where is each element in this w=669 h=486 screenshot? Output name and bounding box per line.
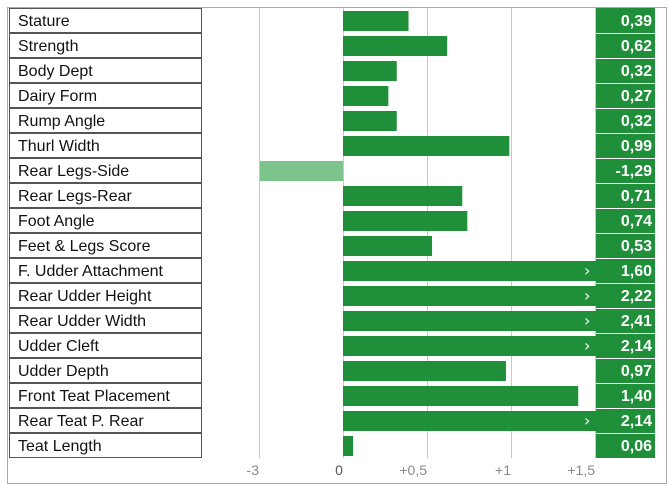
- bar: [343, 36, 448, 56]
- row-label-cell: [9, 233, 202, 258]
- value-label: 2,22: [621, 288, 652, 305]
- overflow-chevron-icon: ›: [584, 311, 590, 330]
- value-label: 0,27: [621, 88, 652, 105]
- value-label: 1,60: [621, 263, 652, 280]
- row-label: Dairy Form: [18, 88, 97, 105]
- row-label: Rear Legs-Side: [18, 163, 129, 180]
- row-label: Stature: [18, 13, 70, 30]
- row-label-cell: [9, 33, 202, 58]
- value-labels: 0,39 0,62 0,32 0,27 0,32 0,99 -1,29 0,71 0,74 0,5…: [596, 8, 655, 458]
- value-label: 0,32: [621, 63, 652, 80]
- row-label-cell: [9, 208, 202, 233]
- bar: [343, 61, 397, 81]
- row-label-cell: [9, 433, 202, 458]
- value-label: 2,14: [621, 338, 652, 355]
- x-tick-label: -3: [247, 462, 260, 478]
- row-label-cell: [9, 58, 202, 83]
- bar: [343, 11, 409, 31]
- bar: [343, 236, 433, 256]
- bar: [343, 386, 579, 406]
- x-axis-ticks: -3 0 +0,5 +1 +1,5: [247, 462, 596, 478]
- value-label: 2,14: [621, 413, 652, 430]
- row-label: Feet & Legs Score: [18, 238, 151, 255]
- value-label: 0,74: [621, 213, 652, 230]
- value-label: 0,32: [621, 113, 652, 130]
- row-label: Strength: [18, 38, 78, 55]
- row-label-cell: [9, 383, 202, 408]
- value-label: 1,40: [621, 388, 652, 405]
- overflow-chevron-icon: ›: [584, 336, 590, 355]
- row-label: Foot Angle: [18, 213, 95, 230]
- row-label-cell: [9, 358, 202, 383]
- x-tick-label: 0: [335, 462, 343, 478]
- overflow-chevron-icon: ›: [584, 286, 590, 305]
- row-label-cell: [9, 108, 202, 133]
- row-label: Teat Length: [18, 438, 102, 455]
- value-label: 0,39: [621, 13, 652, 30]
- overflow-chevron-icon: ›: [584, 261, 590, 280]
- row-label-cell: [9, 83, 202, 108]
- x-tick-label: +1: [495, 462, 511, 478]
- row-label-cell: [9, 133, 202, 158]
- bar: [343, 311, 596, 331]
- bar: [343, 136, 510, 156]
- bar: [343, 411, 596, 431]
- gridlines: [259, 8, 596, 458]
- x-tick-label: +1,5: [567, 462, 595, 478]
- value-label: 0,99: [621, 138, 652, 155]
- overflow-chevron-icon: ›: [584, 411, 590, 430]
- row-label: Rear Udder Height: [18, 288, 152, 305]
- row-label: Body Dept: [18, 63, 93, 80]
- row-label-cell: [9, 308, 202, 333]
- row-label-cell: [9, 183, 202, 208]
- value-label: 0,62: [621, 38, 652, 55]
- row-labels: Stature Strength Body Dept Dairy Form Rump A…: [9, 8, 202, 458]
- row-label: Rear Udder Width: [18, 313, 146, 330]
- row-label-cell: [9, 258, 202, 283]
- bar: [343, 86, 389, 106]
- value-label: -1,29: [616, 163, 653, 180]
- row-label: F. Udder Attachment: [18, 263, 164, 280]
- bar: [343, 286, 596, 306]
- row-label-cell: [9, 158, 202, 183]
- row-label: Rear Teat P. Rear: [18, 413, 144, 430]
- row-label-cell: [9, 8, 202, 33]
- row-label: Rump Angle: [18, 113, 105, 130]
- value-label: 0,97: [621, 363, 652, 380]
- row-label: Udder Cleft: [18, 338, 99, 355]
- bar: [343, 436, 354, 456]
- bars: › › › › ›: [260, 11, 596, 456]
- row-label: Front Teat Placement: [18, 388, 170, 405]
- row-label: Thurl Width: [18, 138, 100, 155]
- value-label: 2,41: [621, 313, 652, 330]
- bar: [343, 361, 506, 381]
- x-tick-label: +0,5: [399, 462, 427, 478]
- value-label: 0,71: [621, 188, 652, 205]
- row-label-cell: [9, 408, 202, 433]
- bar: [343, 186, 463, 206]
- value-label: 0,06: [621, 438, 652, 455]
- row-label-cell: [9, 283, 202, 308]
- bar: [343, 111, 397, 131]
- bar: [260, 161, 343, 181]
- row-label-cell: [9, 333, 202, 358]
- bar: [343, 336, 596, 356]
- value-label: 0,53: [621, 238, 652, 255]
- row-label: Udder Depth: [18, 363, 109, 380]
- bar: [343, 211, 468, 231]
- bar: [343, 261, 596, 281]
- row-label: Rear Legs-Rear: [18, 188, 133, 205]
